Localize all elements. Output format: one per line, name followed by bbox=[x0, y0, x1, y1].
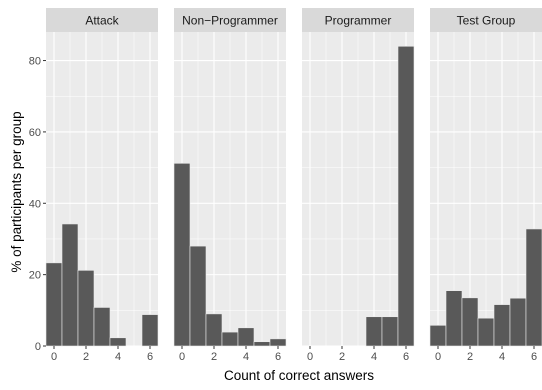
x-tick-label: 6 bbox=[275, 351, 281, 363]
y-tick-label: 60 bbox=[29, 127, 41, 139]
bar-programmer-5 bbox=[381, 316, 399, 347]
bar-non-programmer-0 bbox=[173, 163, 191, 347]
facet-panel-non-programmer: Non−Programmer 0 2 4 6 bbox=[173, 8, 287, 363]
x-tick-label: 6 bbox=[147, 351, 153, 363]
facet-strip-label: Test Group bbox=[457, 14, 516, 28]
x-tick-label: 2 bbox=[339, 351, 345, 363]
x-axis-title: Count of correct answers bbox=[224, 368, 374, 383]
x-tick-label: 6 bbox=[531, 351, 537, 363]
facet-strip-label: Non−Programmer bbox=[182, 14, 278, 28]
x-tick-label: 4 bbox=[499, 351, 505, 363]
bar-attack-0 bbox=[45, 262, 63, 347]
y-tick-label: 20 bbox=[29, 270, 41, 282]
x-tick-label: 2 bbox=[83, 351, 89, 363]
bar-non-programmer-2 bbox=[205, 313, 223, 347]
y-axis-title: % of participants per group bbox=[9, 111, 24, 272]
facet-strip bbox=[302, 8, 414, 32]
bar-test-group-0 bbox=[429, 325, 447, 347]
x-tick-label: 4 bbox=[371, 351, 377, 363]
bar-attack-3 bbox=[93, 307, 111, 347]
bar-test-group-6 bbox=[525, 228, 542, 347]
bar-test-group-5 bbox=[509, 297, 527, 347]
bar-non-programmer-3 bbox=[221, 331, 239, 347]
facet-panel-test-group: Test Group 0 2 4 6 bbox=[429, 8, 542, 363]
y-tick-label: 0 bbox=[35, 341, 41, 353]
facet-panels: Attack 0 2 4 6 Non−Programmer 0 2 4 6 Programmer 0 2… bbox=[45, 8, 542, 363]
bar-non-programmer-4 bbox=[237, 327, 255, 347]
facet-strip-label: Attack bbox=[85, 14, 119, 28]
x-tick-label: 0 bbox=[51, 351, 57, 363]
facet-strip bbox=[430, 8, 542, 32]
facet-strip-label: Programmer bbox=[325, 14, 392, 28]
bar-attack-4 bbox=[109, 337, 127, 347]
y-axis: 0 20 40 60 80 bbox=[29, 56, 46, 353]
bar-test-group-3 bbox=[477, 317, 495, 347]
y-tick-label: 80 bbox=[29, 56, 41, 68]
bar-non-programmer-5 bbox=[253, 341, 271, 347]
x-tick-label: 2 bbox=[211, 351, 217, 363]
bar-test-group-2 bbox=[461, 297, 479, 347]
x-tick-label: 0 bbox=[179, 351, 185, 363]
bar-programmer-6 bbox=[397, 45, 415, 347]
bar-attack-6 bbox=[141, 314, 159, 347]
bar-attack-1 bbox=[61, 223, 79, 347]
facet-strip bbox=[174, 8, 286, 32]
bar-non-programmer-6 bbox=[269, 338, 287, 347]
x-tick-label: 6 bbox=[403, 351, 409, 363]
x-tick-label: 4 bbox=[115, 351, 121, 363]
facet-panel-attack: Attack 0 2 4 6 bbox=[45, 8, 159, 363]
bar-attack-2 bbox=[77, 270, 95, 347]
y-tick-label: 40 bbox=[29, 198, 41, 210]
facet-panel-programmer: Programmer 0 2 4 6 bbox=[302, 8, 415, 363]
bar-non-programmer-1 bbox=[189, 245, 207, 347]
bar-test-group-1 bbox=[445, 290, 463, 347]
facet-strip bbox=[46, 8, 158, 32]
x-tick-label: 0 bbox=[307, 351, 313, 363]
bar-test-group-4 bbox=[493, 304, 511, 347]
bar-programmer-4 bbox=[365, 316, 383, 347]
x-tick-label: 4 bbox=[243, 351, 249, 363]
x-tick-label: 0 bbox=[435, 351, 441, 363]
x-tick-label: 2 bbox=[467, 351, 473, 363]
